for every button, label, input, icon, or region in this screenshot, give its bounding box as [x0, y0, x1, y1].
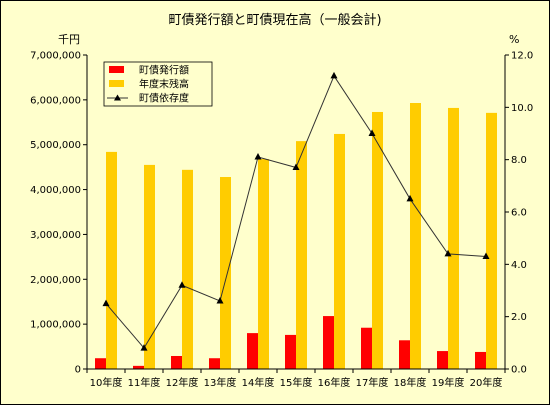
x-axis-category-label: 16年度	[318, 376, 351, 389]
bar-balance-0	[106, 151, 117, 369]
left-axis-tick-label: 2,000,000	[30, 275, 81, 286]
plot-area: 0 1,000,000 2,000,000 3,000,000 4,000,000 5,0…	[30, 51, 533, 390]
left-axis-tick-label: 0	[75, 365, 81, 376]
right-axis-tick-label: 8.0	[511, 155, 527, 166]
bar-issuance-5	[285, 334, 296, 369]
line-marker-dependency-5	[292, 163, 300, 171]
line-marker-dependency-3	[216, 296, 224, 304]
bar-balance-2	[182, 169, 193, 369]
line-marker-dependency-6	[330, 71, 338, 79]
legend-swatch-dependency-marker	[114, 94, 121, 101]
legend-swatch-balance	[109, 80, 124, 87]
line-marker-dependency-7	[368, 129, 376, 136]
x-axis-category-label: 17年度	[356, 376, 389, 389]
bar-balance-1	[144, 164, 155, 369]
legend-swatch-issuance	[109, 66, 124, 73]
bar-balance-6	[334, 133, 345, 369]
left-axis-tick-label: 1,000,000	[30, 320, 81, 331]
line-marker-dependency-10	[482, 252, 490, 259]
bar-issuance-4	[247, 333, 258, 369]
x-axis-category-label: 18年度	[394, 376, 427, 389]
x-axis-category-label: 19年度	[432, 376, 465, 389]
bar-issuance-1	[133, 365, 144, 369]
x-axis-category-label: 14年度	[242, 376, 275, 389]
left-axis-tick-label: 5,000,000	[30, 140, 81, 151]
bar-issuance-3	[209, 358, 220, 369]
bar-issuance-8	[399, 340, 410, 369]
right-axis-tick-label: 6.0	[511, 208, 527, 219]
x-axis-category-label: 13年度	[204, 376, 237, 389]
line-marker-dependency-4	[254, 153, 262, 160]
line-marker-dependency-1	[140, 344, 148, 351]
bar-issuance-0	[95, 358, 106, 369]
left-axis-tick-label: 7,000,000	[30, 51, 81, 62]
chart-title: 町債発行額と町債現在高（一般会計)	[168, 12, 381, 28]
legend: 町債発行額 年度末残高 町債依存度	[103, 61, 213, 107]
line-marker-dependency-8	[406, 194, 414, 202]
right-axis-tick-label: 2.0	[511, 312, 527, 323]
right-axis-tick-label: 0.0	[511, 365, 527, 376]
legend-label-dependency: 町債依存度	[139, 92, 189, 105]
line-marker-dependency-0	[102, 299, 110, 307]
right-axis-tick-label: 4.0	[511, 260, 527, 271]
bar-balance-9	[448, 107, 459, 370]
left-axis-tick-label: 6,000,000	[30, 95, 81, 106]
bar-balance-3	[220, 177, 231, 369]
legend-label-issuance: 町債発行額	[139, 64, 189, 77]
bar-issuance-10	[475, 351, 486, 369]
right-axis-unit: %	[509, 33, 519, 46]
left-axis-unit: 千円	[58, 33, 80, 46]
bar-balance-4	[258, 159, 269, 369]
line-marker-dependency-2	[178, 281, 186, 288]
bar-issuance-6	[323, 316, 334, 369]
left-axis-tick-label: 3,000,000	[30, 230, 81, 241]
bar-issuance-9	[437, 351, 448, 369]
bar-issuance-7	[361, 327, 372, 369]
bar-balance-5	[296, 141, 307, 369]
x-axis-category-label: 11年度	[128, 376, 161, 389]
x-axis-category-label: 12年度	[166, 376, 199, 389]
line-marker-dependency-9	[444, 249, 452, 257]
legend-label-balance: 年度末残高	[139, 78, 189, 91]
bar-balance-10	[486, 112, 497, 370]
right-axis-tick-label: 12.0	[511, 51, 533, 62]
left-axis-tick-label: 4,000,000	[30, 185, 81, 196]
bar-issuance-2	[171, 355, 182, 369]
x-axis-category-label: 15年度	[280, 376, 313, 389]
x-axis-category-label: 20年度	[470, 376, 503, 389]
right-axis-tick-label: 10.0	[511, 103, 533, 114]
x-axis-category-label: 10年度	[90, 376, 123, 389]
bar-balance-7	[372, 111, 383, 369]
bar-balance-8	[410, 103, 421, 369]
